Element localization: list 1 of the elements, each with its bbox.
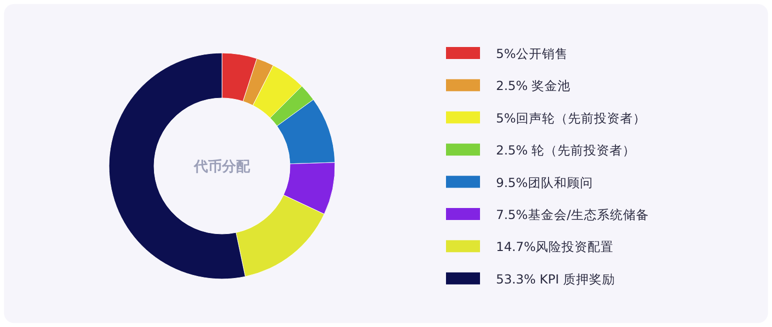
title: 代币分配 <box>194 159 250 175</box>
